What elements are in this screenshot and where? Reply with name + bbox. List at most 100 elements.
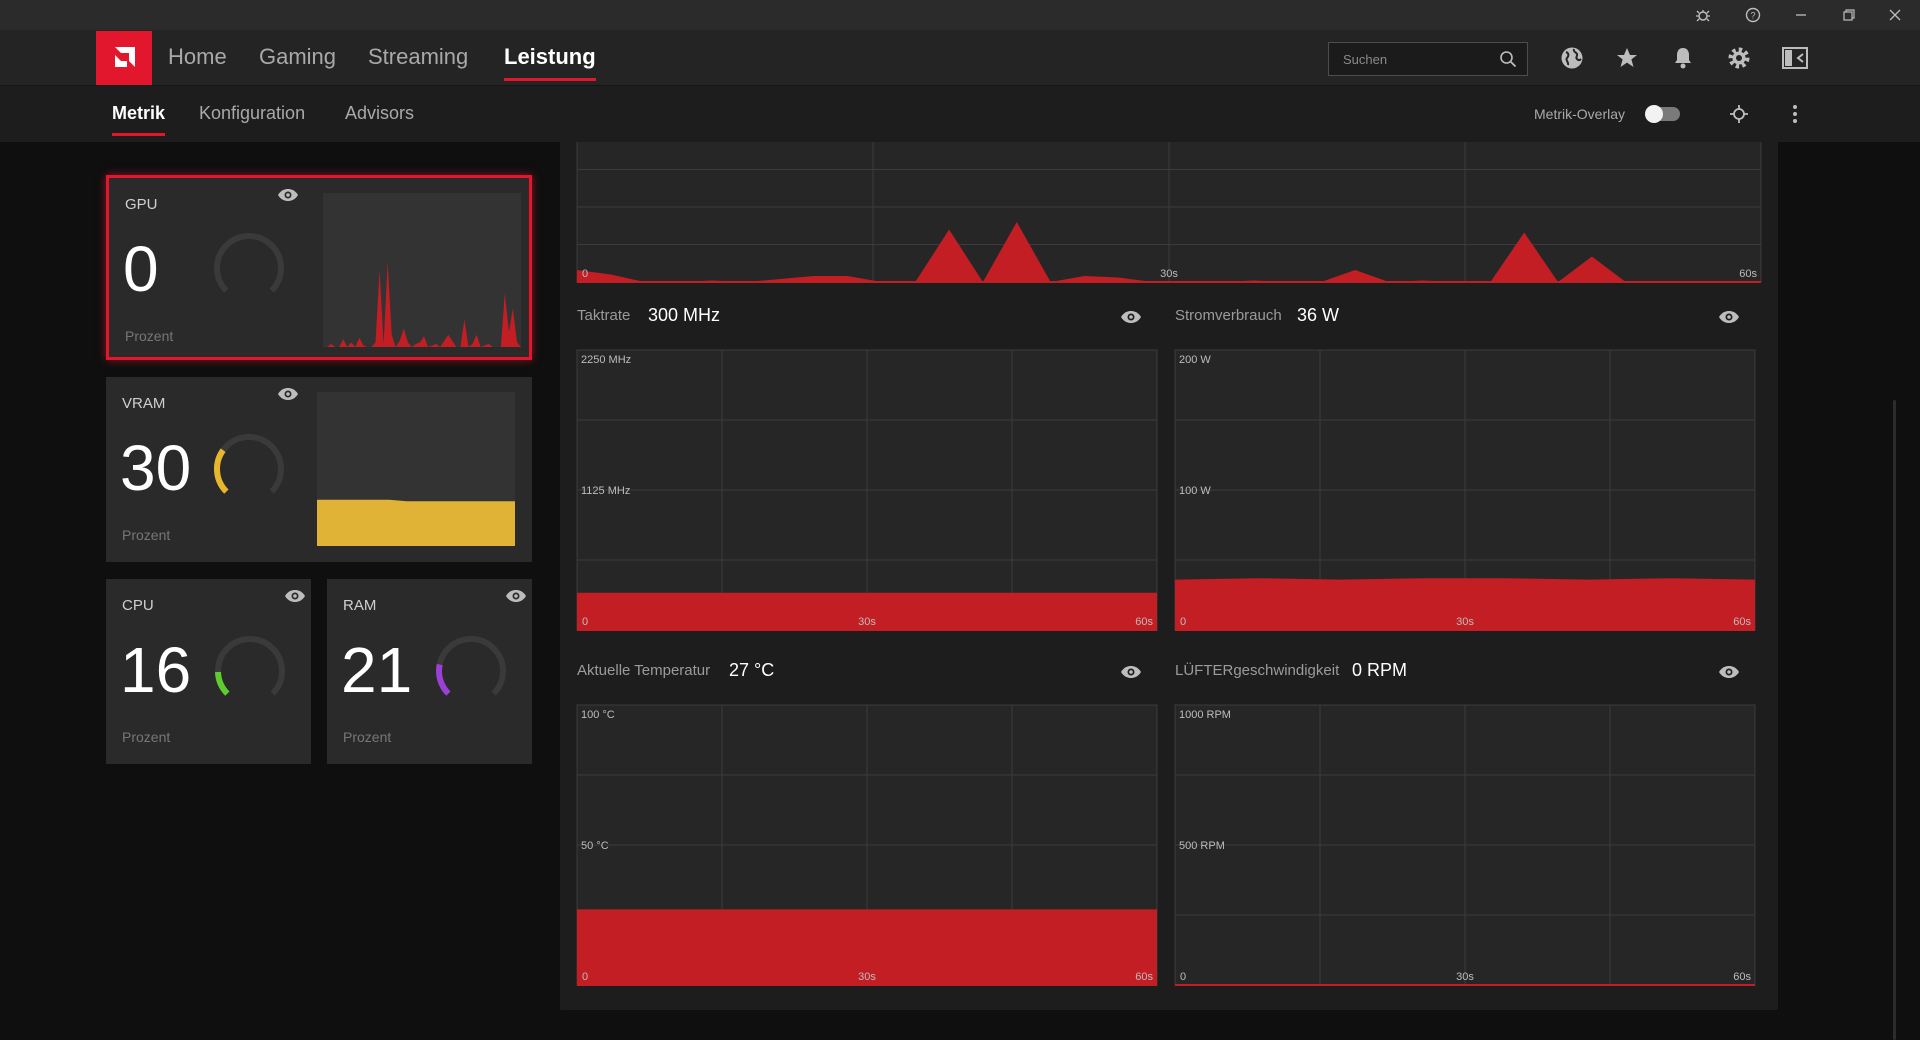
strom-label: Stromverbrauch — [1175, 307, 1282, 324]
gpu-gauge — [214, 233, 284, 293]
nav-tab-home[interactable]: Home — [168, 44, 227, 69]
nav-tab-streaming[interactable]: Streaming — [368, 44, 469, 69]
minimize-icon[interactable] — [1778, 0, 1824, 30]
gauge-track — [214, 434, 284, 494]
ram-gauge — [436, 636, 506, 696]
nav-tab-gaming[interactable]: Gaming — [259, 44, 337, 69]
luefter-x-min: 0 — [1180, 971, 1186, 983]
vram-card-title: VRAM — [122, 395, 166, 412]
cpu-card[interactable]: CPU 16 Prozent — [106, 579, 311, 764]
ram-card-value: 21 — [341, 634, 413, 706]
amd-logo-icon — [115, 47, 135, 67]
gauge-track — [215, 636, 285, 696]
search-icon[interactable] — [1499, 50, 1517, 68]
svg-text:?: ? — [1750, 11, 1755, 21]
top-navigation: Home Gaming Streaming Leistung Suchen — [0, 30, 1920, 86]
luefter-y-mid: 500 RPM — [1179, 840, 1225, 852]
taktrate-x-min: 0 — [582, 616, 588, 628]
vram-card-unit: Prozent — [122, 527, 171, 543]
layout-toggle-icon[interactable] — [1781, 44, 1809, 72]
subnav-foreground: Metrik Konfiguration Advisors Metrik-Ove… — [0, 86, 1920, 142]
taktrate-chart: 2250 MHz 1125 MHz 0 30s 60s — [576, 349, 1158, 631]
nav-tab-leistung[interactable]: Leistung — [504, 44, 596, 81]
ram-card-title: RAM — [343, 597, 377, 614]
cpu-card-value: 16 — [120, 634, 192, 706]
help-icon[interactable]: ? — [1730, 0, 1776, 30]
taktrate-value: 300 MHz — [648, 305, 721, 325]
subnav-backdrop — [0, 86, 1920, 142]
strom-y-mid: 100 W — [1179, 485, 1211, 497]
gpu-load-x-max: 60s — [1739, 268, 1757, 280]
series-area — [1175, 578, 1755, 630]
crosshair-icon[interactable] — [1725, 100, 1753, 128]
taktrate-label: Taktrate — [577, 307, 631, 324]
search-input[interactable]: Suchen — [1328, 42, 1528, 76]
strom-x-min: 0 — [1180, 616, 1186, 628]
globe-icon[interactable] — [1558, 44, 1586, 72]
gpu-card-title: GPU — [125, 196, 158, 213]
luefter-value: 0 RPM — [1352, 660, 1408, 680]
temp-y-max: 100 °C — [581, 709, 615, 721]
vram-card[interactable]: VRAM 30 Prozent — [106, 377, 532, 562]
eye-icon[interactable] — [277, 387, 299, 401]
scrollbar[interactable] — [1893, 400, 1896, 1040]
temp-y-mid: 50 °C — [581, 840, 609, 852]
metrics-panel: 0 30s 60s 2250 MHz 1125 MHz 0 30s 60s 20… — [560, 140, 1778, 1010]
vram-mini-area — [317, 499, 515, 546]
gauge-fill — [214, 448, 229, 494]
series-area — [577, 222, 1761, 282]
strom-x-mid: 30s — [1456, 616, 1474, 628]
cpu-gauge — [215, 636, 285, 696]
series-area — [577, 909, 1157, 985]
eye-icon[interactable] — [1718, 665, 1740, 679]
gpu-card-value: 0 — [123, 233, 159, 305]
eye-icon[interactable] — [1120, 310, 1142, 324]
gpu-card-unit: Prozent — [125, 328, 174, 344]
gear-icon[interactable] — [1725, 44, 1753, 72]
luefter-y-max: 1000 RPM — [1179, 709, 1231, 721]
bell-icon[interactable] — [1669, 44, 1697, 72]
eye-icon[interactable] — [1718, 310, 1740, 324]
bug-report-icon[interactable] — [1680, 0, 1726, 30]
series-area — [577, 592, 1157, 630]
title-bar: ? — [0, 0, 1920, 30]
vram-gauge — [214, 434, 284, 494]
star-icon[interactable] — [1613, 44, 1641, 72]
eye-icon[interactable] — [1120, 665, 1142, 679]
ram-card[interactable]: RAM 21 Prozent — [327, 579, 532, 764]
temp-x-min: 0 — [582, 971, 588, 983]
gpu-load-x-mid: 30s — [1160, 268, 1178, 280]
temp-label: Aktuelle Temperatur — [577, 662, 711, 679]
search-placeholder: Suchen — [1343, 52, 1388, 67]
eye-icon[interactable] — [505, 589, 527, 603]
temp-value: 27 °C — [729, 660, 775, 680]
restore-icon[interactable] — [1826, 0, 1872, 30]
taktrate-x-max: 60s — [1135, 616, 1153, 628]
strom-value: 36 W — [1297, 305, 1340, 325]
vram-mini-chart — [317, 392, 515, 546]
gauge-track — [436, 636, 506, 696]
close-icon[interactable] — [1872, 0, 1918, 30]
metrik-overlay-toggle-front[interactable] — [1645, 105, 1680, 123]
gauge-fill — [436, 663, 451, 696]
luefter-x-max: 60s — [1733, 971, 1751, 983]
metrics-graphs: 0 30s 60s 2250 MHz 1125 MHz 0 30s 60s 20… — [576, 140, 1762, 986]
subtab-metrik-front[interactable]: Metrik — [112, 103, 166, 136]
luefter-label: LÜFTERgeschwindigkeit — [1175, 662, 1340, 679]
subtab-advisors-front[interactable]: Advisors — [345, 103, 415, 123]
temp-x-max: 60s — [1135, 971, 1153, 983]
more-options-icon[interactable] — [1781, 100, 1809, 128]
luefter-chart: 1000 RPM 500 RPM 0 30s 60s — [1174, 704, 1756, 986]
taktrate-x-mid: 30s — [858, 616, 876, 628]
taktrate-y-mid: 1125 MHz — [581, 485, 630, 497]
toggle-knob — [1645, 105, 1663, 123]
gauge-track — [214, 233, 284, 293]
amd-logo[interactable] — [96, 31, 152, 85]
temp-chart: 100 °C 50 °C 0 30s 60s — [576, 704, 1158, 986]
cpu-card-title: CPU — [122, 597, 154, 614]
eye-icon[interactable] — [284, 589, 306, 603]
subtab-konfiguration-front[interactable]: Konfiguration — [199, 103, 306, 123]
eye-icon[interactable] — [277, 188, 299, 202]
gpu-card[interactable]: GPU 0 Prozent — [106, 175, 532, 360]
metrik-overlay-label-front: Metrik-Overlay — [1534, 106, 1626, 122]
